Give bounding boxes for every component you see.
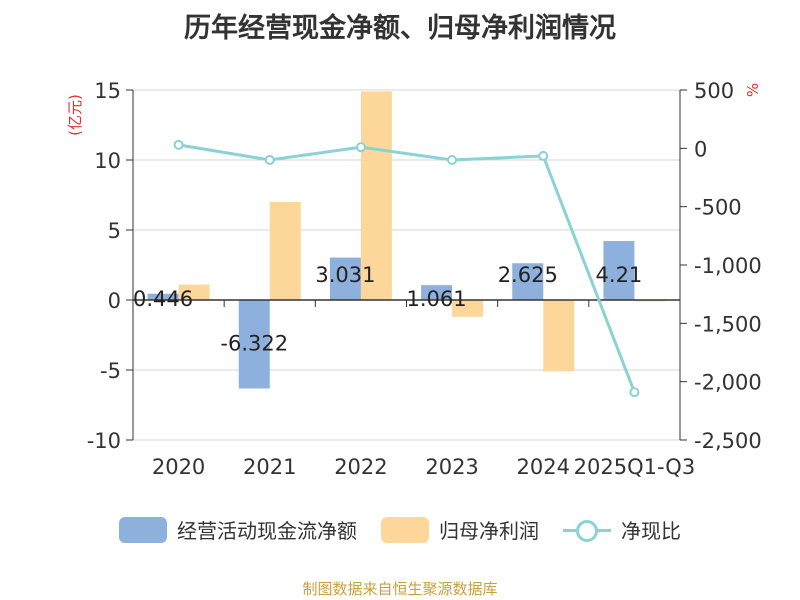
left-axis-tick-label: -10: [87, 429, 121, 453]
right-axis-tick-label: -2,500: [694, 429, 762, 453]
x-axis-category-label: 2020: [152, 455, 205, 479]
x-axis-category-label: 2021: [243, 455, 296, 479]
line-cash-ratio: [178, 143, 636, 393]
right-axis-tick-label: -1,500: [694, 312, 762, 336]
point-cash-ratio: [538, 150, 549, 161]
data-label-cashflow: 0.446: [133, 287, 193, 311]
point-cash-ratio: [355, 142, 366, 153]
bar-cashflow: [512, 263, 544, 300]
legend-item-net-profit[interactable]: 归母净利润: [381, 515, 539, 544]
point-cash-ratio: [629, 387, 640, 398]
legend-swatch-net-profit: [381, 516, 429, 543]
left-axis-tick-label: 0: [108, 289, 121, 313]
x-axis-category-label: 2022: [334, 455, 387, 479]
legend-label-cashflow: 经营活动现金流净额: [177, 519, 357, 543]
data-label-cashflow: 2.625: [498, 263, 558, 287]
bar-net-profit: [178, 284, 210, 300]
x-axis-category-label: 2025Q1-Q3: [574, 455, 696, 479]
bar-net-profit: [452, 300, 484, 317]
x-axis-category-label: 2023: [425, 455, 478, 479]
bar-net-profit: [543, 300, 575, 372]
legend: 经营活动现金流净额 归母净利润 净现比: [0, 515, 800, 544]
bar-cashflow: [238, 300, 270, 389]
data-label-cashflow: 1.061: [407, 287, 467, 311]
bar-cashflow: [329, 257, 361, 300]
chart-title: 历年经营现金净额、归母净利润情况: [184, 13, 616, 44]
right-axis-tick-label: 0: [694, 137, 707, 161]
legend-label-net-profit: 归母净利润: [439, 519, 539, 543]
bar-cashflow: [147, 293, 179, 300]
left-axis-tick-label: 10: [94, 149, 121, 173]
left-axis-tick-label: 15: [94, 79, 121, 103]
data-label-cashflow: 4.21: [596, 263, 643, 287]
point-cash-ratio: [173, 139, 184, 150]
right-axis-tick-label: -2,000: [694, 371, 762, 395]
bar-net-profit: [269, 202, 301, 300]
legend-swatch-cashflow: [119, 516, 167, 543]
right-axis-tick-label: 500: [694, 79, 734, 103]
point-cash-ratio: [264, 155, 275, 165]
x-axis-category-label: 2024: [517, 455, 570, 479]
legend-item-cash-ratio[interactable]: 净现比: [563, 515, 681, 544]
data-label-cashflow: -6.322: [220, 332, 288, 356]
right-axis-unit: %: [744, 83, 762, 97]
data-label-cashflow: 3.031: [315, 263, 375, 287]
point-cash-ratio: [447, 155, 458, 165]
bar-cashflow: [603, 241, 635, 300]
left-axis-tick-label: -5: [100, 359, 121, 383]
source-note: 制图数据来自恒生聚源数据库: [302, 580, 498, 598]
legend-label-cash-ratio: 净现比: [621, 519, 681, 543]
right-axis-tick-label: -1,000: [694, 254, 762, 278]
bar-cashflow: [421, 285, 453, 300]
right-axis-tick-label: -500: [694, 196, 742, 220]
left-axis-tick-label: 5: [108, 219, 121, 243]
legend-item-cashflow[interactable]: 经营活动现金流净额: [119, 515, 357, 544]
left-axis-unit: (亿元): [66, 94, 84, 136]
legend-swatch-cash-ratio: [563, 517, 611, 543]
bar-net-profit: [360, 91, 392, 301]
